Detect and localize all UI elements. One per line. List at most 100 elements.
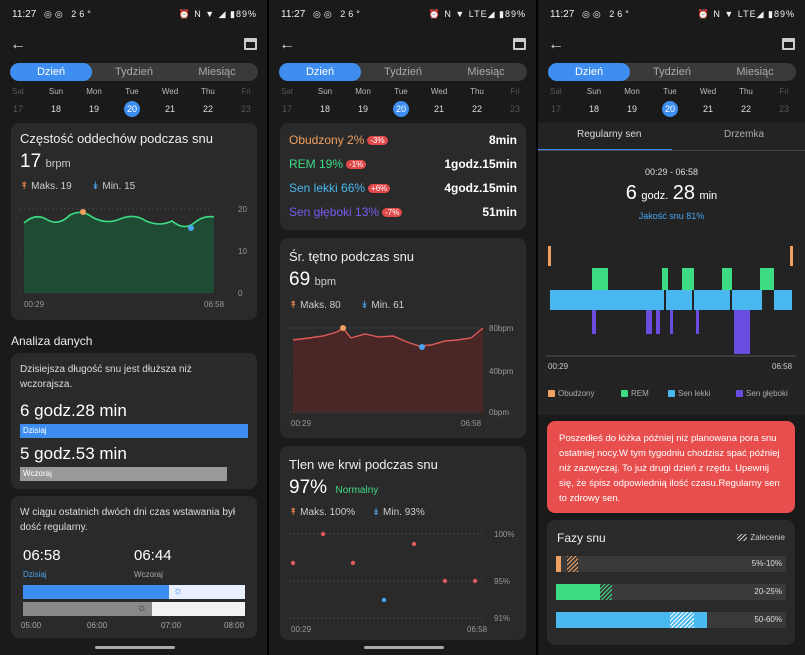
day-19[interactable]: Mon 19	[79, 87, 109, 117]
blood-oxygen-chart: 100% 95% 91% 00:29 06:58	[289, 530, 514, 634]
breath-rate-card[interactable]: Częstość oddechów podczas snu 17 brpm ↟ …	[11, 123, 257, 320]
stage-row: REM 19% -1% 1godz.15min	[289, 157, 517, 171]
day-23[interactable]: Fri 23	[769, 87, 799, 117]
hr-range: ↟ Maks. 80 ↡ Min. 61	[289, 300, 405, 311]
day-17[interactable]: Sat 17	[541, 87, 571, 117]
sleep-stages-card: Obudzony 2% -3% 8min REM 19% -1% 1godz.15min S…	[280, 123, 526, 230]
day-number: 17	[12, 104, 23, 114]
day-17[interactable]: Sat 17	[3, 87, 33, 117]
day-23[interactable]: Fri 23	[500, 87, 530, 117]
ytick: 91%	[494, 614, 510, 623]
stage-row: Sen lekki 66% +6% 4godz.15min	[289, 181, 517, 195]
max-arrow-icon: ↟	[289, 300, 298, 311]
tab-day[interactable]: Dzień	[10, 63, 92, 81]
day-name: Fri	[510, 87, 520, 96]
day-name: Thu	[201, 87, 215, 96]
day-18[interactable]: Sun 18	[310, 87, 340, 117]
spo2-point	[442, 578, 448, 584]
tab-nap[interactable]: Drzemka	[724, 129, 765, 140]
day-18[interactable]: Sun 18	[579, 87, 609, 117]
day-name: Sun	[317, 87, 333, 96]
day-name: Sat	[280, 87, 293, 96]
heart-rate-card[interactable]: Śr. tętno podczas snu 69 bpm ↟ Maks. 80 …	[280, 238, 526, 438]
day-number: 17	[550, 104, 561, 114]
day-name: Mon	[86, 87, 102, 96]
day-18[interactable]: Sun 18	[41, 87, 71, 117]
day-number: 18	[50, 104, 61, 114]
tab-week[interactable]: Tydzień	[384, 66, 422, 78]
day-22[interactable]: Thu 22	[193, 87, 223, 117]
sleep-time-range: 00:29 - 06:58	[644, 167, 699, 177]
tab-month[interactable]: Miesiąc	[467, 66, 505, 78]
tab-regular-sleep[interactable]: Regularny sen	[577, 129, 642, 140]
x-end: 06:58	[204, 300, 225, 309]
calendar-icon[interactable]	[513, 38, 526, 50]
system-icons: ⏰ N ▼ ◢ ▮89%	[178, 9, 257, 19]
day-name: Tue	[394, 87, 408, 96]
day-name: Tue	[125, 87, 139, 96]
day-number: 23	[778, 104, 789, 114]
day-19[interactable]: Mon 19	[617, 87, 647, 117]
max-arrow-icon: ↟	[20, 181, 29, 192]
period-tabs: Dzień Tydzień Miesiąc	[279, 63, 527, 81]
tab-month[interactable]: Miesiąc	[198, 66, 236, 78]
sleep-phases-card: Fazy snu Zalecenie 5%-10% 20-25% 50-60%	[547, 520, 795, 645]
day-name: Fri	[779, 87, 789, 96]
stage-delta-badge: -1%	[346, 160, 367, 170]
day-22[interactable]: Thu 22	[462, 87, 492, 117]
ytick: 10	[238, 247, 247, 256]
today-wake-track: ☼	[23, 585, 245, 599]
calendar-icon[interactable]	[782, 38, 795, 50]
home-indicator[interactable]	[364, 646, 444, 649]
tab-week[interactable]: Tydzień	[115, 66, 153, 78]
day-number: 20	[662, 101, 678, 117]
day-number: 19	[626, 104, 637, 114]
hr-value: 69	[289, 269, 311, 290]
tab-day[interactable]: Dzień	[279, 63, 361, 81]
notification-icons: ◎◎ 26°	[44, 9, 94, 19]
x-end: 06:58	[461, 419, 482, 428]
day-19[interactable]: Mon 19	[348, 87, 378, 117]
day-name: Sun	[586, 87, 602, 96]
max-point	[340, 325, 346, 331]
back-arrow-icon[interactable]: ←	[10, 36, 26, 53]
day-name: Mon	[624, 87, 640, 96]
tab-month[interactable]: Miesiąc	[736, 66, 774, 78]
day-name: Tue	[663, 87, 677, 96]
home-indicator[interactable]	[95, 646, 175, 649]
back-arrow-icon[interactable]: ←	[548, 36, 564, 53]
day-name: Sat	[549, 87, 562, 96]
tab-day[interactable]: Dzień	[548, 63, 630, 81]
compare-text: Dzisiejsza długość snu jest dłuższa niż …	[20, 364, 192, 390]
card-title: Śr. tętno podczas snu	[289, 249, 415, 264]
stage-delta-badge: +6%	[368, 184, 391, 194]
status-bar: 11:27 ◎◎ 26° ⏰ N ▼ LTE◢ ▮89%	[269, 0, 536, 28]
day-number: 18	[319, 104, 330, 114]
analysis-heading: Analiza danych	[11, 334, 93, 348]
spo2-status: Normalny	[335, 485, 379, 496]
tab-week[interactable]: Tydzień	[653, 66, 691, 78]
day-20[interactable]: Tue 20	[117, 87, 147, 117]
legend-deep: Sen głęboki	[736, 389, 788, 398]
day-21[interactable]: Wed 21	[693, 87, 723, 117]
blood-oxygen-card[interactable]: Tlen we krwi podczas snu 97% Normalny ↟ …	[280, 446, 526, 640]
back-arrow-icon[interactable]: ←	[279, 36, 295, 53]
day-number: 22	[740, 104, 751, 114]
day-name: Wed	[430, 87, 448, 96]
day-21[interactable]: Wed 21	[155, 87, 185, 117]
day-number: 19	[357, 104, 368, 114]
calendar-icon[interactable]	[244, 38, 257, 50]
day-20[interactable]: Tue 20	[386, 87, 416, 117]
legend-awake: Obudzony	[548, 389, 594, 398]
day-20[interactable]: Tue 20	[655, 87, 685, 117]
spo2-range: ↟ Maks. 100% ↡ Min. 93%	[289, 507, 425, 518]
phase-bar-light: 50-60%	[556, 612, 786, 628]
recommend-legend: Zalecenie	[737, 533, 785, 542]
day-23[interactable]: Fri 23	[231, 87, 261, 117]
card-title: Częstość oddechów podczas snu	[20, 131, 213, 146]
day-17[interactable]: Sat 17	[272, 87, 302, 117]
day-21[interactable]: Wed 21	[424, 87, 454, 117]
breath-range: ↟ Maks. 19 ↡ Min. 15	[20, 181, 136, 192]
sleep-compare-card: Dzisiejsza długość snu jest dłuższa niż …	[11, 353, 257, 489]
day-22[interactable]: Thu 22	[731, 87, 761, 117]
